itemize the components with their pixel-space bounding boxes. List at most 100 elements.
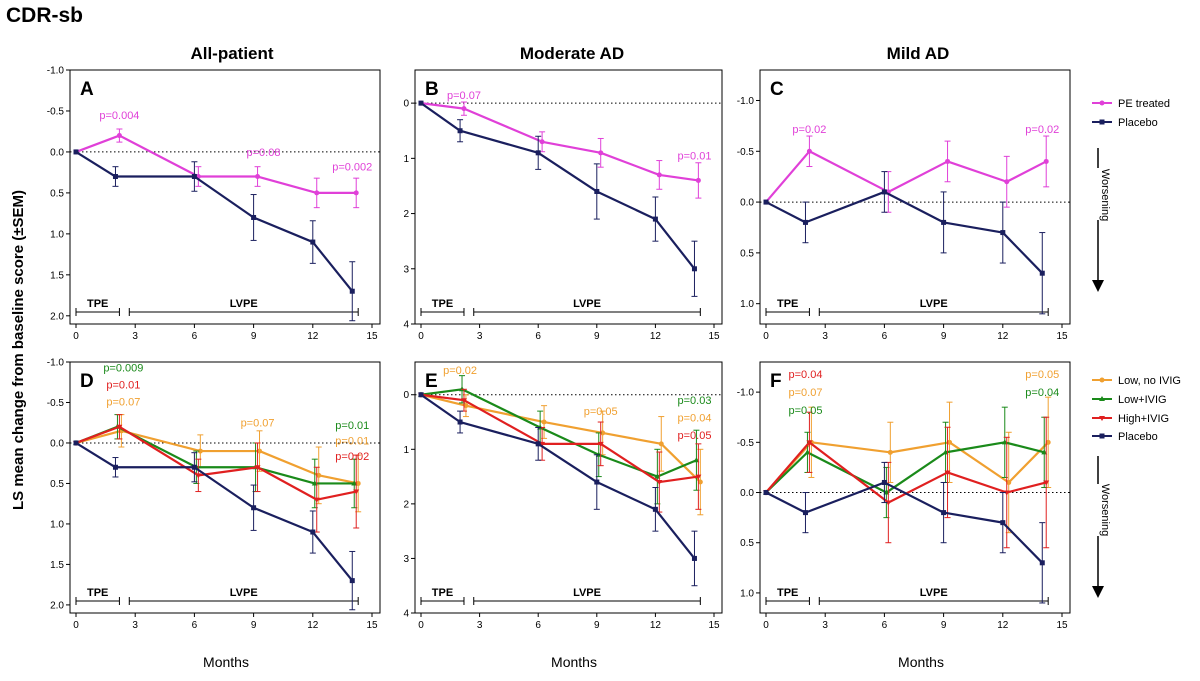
series-line bbox=[420, 102, 696, 270]
panel-f: -1.0 -0.5 0.0 0.5 1.0 0 3 6 9 12 15 TPE LVPE p=0.04 p=… bbox=[737, 361, 1071, 631]
y-tick-label: 0.0 bbox=[740, 488, 754, 499]
data-point bbox=[191, 464, 197, 470]
y-tick-label: 0.5 bbox=[50, 479, 64, 490]
legend-item-placebo: Placebo bbox=[1092, 431, 1158, 443]
p-value-label: p=0.01 bbox=[335, 420, 369, 432]
p-value-label: p=0.01 bbox=[106, 380, 140, 392]
x-tick-label: 12 bbox=[997, 620, 1009, 631]
data-point bbox=[1039, 560, 1045, 566]
y-tick-label: 3 bbox=[403, 554, 409, 565]
lvpe-label: LVPE bbox=[230, 298, 258, 310]
y-tick-label: 1.0 bbox=[740, 588, 754, 599]
y-tick-label: -1.0 bbox=[737, 96, 755, 107]
data-point bbox=[116, 424, 123, 430]
legend-label: High+IVIG bbox=[1118, 413, 1169, 425]
y-tick-label: 1 bbox=[403, 445, 409, 456]
series-pe-treated bbox=[763, 135, 1050, 213]
data-point bbox=[316, 472, 322, 478]
column-title-moderate-ad: Moderate AD bbox=[520, 44, 624, 63]
series-line bbox=[75, 442, 354, 582]
worsening-label: Worsening bbox=[1099, 169, 1111, 221]
data-point bbox=[73, 149, 79, 155]
x-tick-label: 0 bbox=[73, 331, 79, 342]
data-point bbox=[355, 480, 361, 486]
x-tick-label: 15 bbox=[1056, 620, 1068, 631]
data-point bbox=[535, 150, 541, 156]
x-tick-label: 9 bbox=[594, 620, 600, 631]
y-tick-label: 4 bbox=[403, 609, 409, 620]
legend-label: PE treated bbox=[1118, 98, 1170, 110]
data-point bbox=[541, 419, 547, 425]
legend-item-high-ivig: High+IVIG bbox=[1092, 413, 1169, 425]
x-tick-label: 12 bbox=[307, 620, 319, 631]
panel-letter: A bbox=[80, 79, 94, 100]
p-value-label: p=0.009 bbox=[103, 363, 143, 375]
data-point bbox=[349, 578, 355, 584]
worsening-indicator-top: Worsening bbox=[1086, 148, 1111, 292]
series-line bbox=[765, 150, 1047, 203]
x-tick-label: 6 bbox=[192, 620, 198, 631]
legend-item-low-ivig: Low+IVIG bbox=[1092, 394, 1167, 406]
data-point bbox=[461, 106, 467, 112]
legend-item-low-no-ivig: Low, no IVIG bbox=[1092, 375, 1181, 387]
p-value-label: p=0.01 bbox=[677, 151, 711, 163]
y-tick-label: -0.5 bbox=[47, 106, 65, 117]
y-tick-label: 0.0 bbox=[50, 147, 64, 158]
p-value-label: p=0.05 bbox=[1025, 369, 1059, 381]
data-point bbox=[763, 490, 769, 496]
data-point bbox=[251, 505, 257, 511]
series-line bbox=[420, 393, 699, 484]
x-tick-label: 12 bbox=[307, 331, 319, 342]
p-value-label: p=0.02 bbox=[443, 365, 477, 377]
data-point bbox=[691, 266, 697, 272]
p-value-label: p=0.04 bbox=[1025, 387, 1059, 399]
data-point bbox=[314, 190, 320, 196]
lvpe-label: LVPE bbox=[230, 587, 258, 599]
p-value-label: p=0.07 bbox=[106, 397, 140, 409]
x-tick-label: 9 bbox=[251, 620, 257, 631]
p-value-label: p=0.08 bbox=[246, 147, 280, 159]
worsening-label-bg bbox=[1086, 484, 1110, 536]
x-tick-label: 9 bbox=[941, 331, 947, 342]
data-point bbox=[112, 464, 118, 470]
data-point bbox=[806, 440, 813, 446]
data-point bbox=[539, 139, 545, 145]
x-tick-label: 3 bbox=[822, 620, 828, 631]
x-tick-label: 0 bbox=[418, 331, 424, 342]
y-tick-label: 0.0 bbox=[50, 438, 64, 449]
lvpe-label: LVPE bbox=[573, 298, 601, 310]
p-value-label: p=0.07 bbox=[447, 90, 481, 102]
data-point bbox=[1043, 158, 1049, 164]
data-point bbox=[941, 219, 947, 225]
figure-title: CDR-sb bbox=[6, 4, 83, 27]
p-value-label: p=0.05 bbox=[677, 430, 711, 442]
legend-marker bbox=[1099, 377, 1105, 383]
panel-letter: E bbox=[425, 371, 438, 392]
legend-item-pe-treated: PE treated bbox=[1092, 98, 1170, 110]
plot-frame bbox=[69, 69, 381, 325]
p-value-label: p=0.03 bbox=[677, 395, 711, 407]
p-value-label: p=0.02 bbox=[792, 124, 826, 136]
worsening-arrow-head bbox=[1092, 280, 1104, 292]
data-point bbox=[594, 479, 600, 485]
data-point bbox=[652, 216, 658, 222]
legend-marker bbox=[1099, 396, 1105, 401]
data-point bbox=[947, 439, 953, 445]
data-point bbox=[254, 465, 261, 471]
y-tick-label: 1.0 bbox=[50, 229, 64, 240]
series-line bbox=[765, 481, 1044, 564]
data-point bbox=[310, 239, 316, 245]
data-point bbox=[656, 172, 662, 178]
x-tick-label: 15 bbox=[366, 620, 378, 631]
data-point bbox=[695, 474, 702, 480]
y-tick-label: 0 bbox=[403, 390, 409, 401]
series-placebo bbox=[418, 100, 698, 297]
legend-label: Placebo bbox=[1118, 117, 1158, 129]
data-point bbox=[941, 510, 947, 516]
x-tick-label: 6 bbox=[192, 331, 198, 342]
series-line bbox=[765, 441, 1049, 494]
y-tick-label: 1.5 bbox=[50, 270, 64, 281]
series-line bbox=[420, 393, 696, 560]
legend-label: Low, no IVIG bbox=[1118, 375, 1181, 387]
